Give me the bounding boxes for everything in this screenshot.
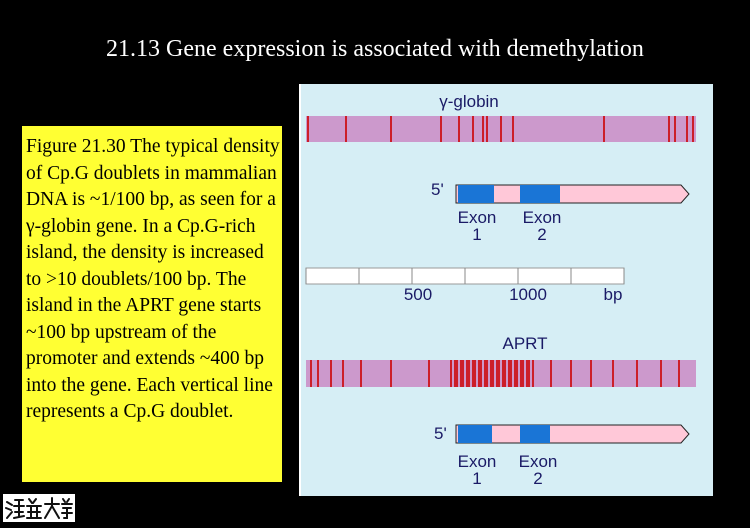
- scale-bar: [305, 267, 625, 285]
- figure-panel: γ-globin 5' Exon 1 Exon 2 500 1000 bp AP…: [299, 84, 713, 496]
- globin-exon2-number: 2: [537, 225, 547, 244]
- globin-exon-1: [458, 185, 494, 203]
- aprt-gene-arrow: [455, 424, 690, 444]
- university-logo: [3, 494, 75, 522]
- globin-label: γ-globin: [439, 92, 499, 111]
- globin-exon1-number: 1: [472, 225, 482, 244]
- aprt-cpg-lines: [310, 360, 680, 387]
- scale-label-1000: 1000: [509, 285, 547, 304]
- aprt-exon-1: [458, 425, 492, 443]
- globin-five-prime: 5': [431, 180, 444, 199]
- slide-title: 21.13 Gene expression is associated with…: [106, 36, 644, 62]
- aprt-exon-2: [520, 425, 550, 443]
- globin-exon2-label: Exon: [522, 208, 562, 227]
- globin-exon1-label: Exon: [457, 208, 497, 227]
- aprt-exon1-number: 1: [472, 469, 482, 488]
- scale-unit-label: bp: [603, 285, 623, 304]
- figure-caption: Figure 21.30 The typical density of Cp.G…: [22, 126, 282, 482]
- aprt-exon2-number: 2: [533, 469, 543, 488]
- globin-gene-arrow: [455, 184, 690, 204]
- aprt-label: APRT: [502, 334, 548, 353]
- globin-exon-2: [520, 185, 560, 203]
- figure-diagram: [305, 116, 696, 444]
- aprt-five-prime: 5': [434, 424, 447, 443]
- aprt-exon2-label: Exon: [518, 452, 558, 471]
- logo-calligraphy-icon: [5, 497, 73, 519]
- aprt-exon1-label: Exon: [457, 452, 497, 471]
- aprt-cpg-bar: [306, 360, 696, 387]
- globin-cpg-lines: [307, 116, 694, 142]
- scale-label-500: 500: [403, 285, 433, 304]
